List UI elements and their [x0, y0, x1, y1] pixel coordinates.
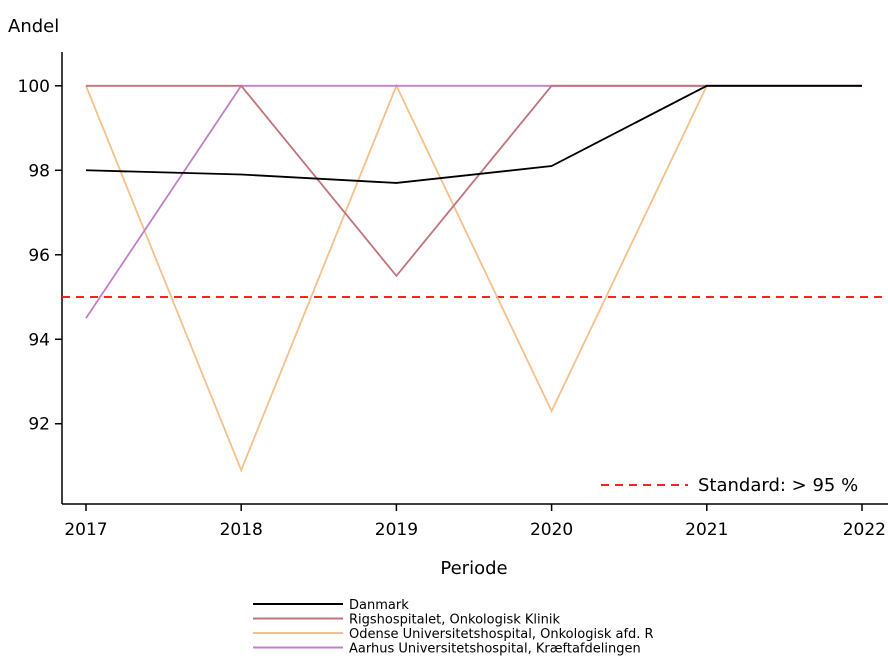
series-lines	[85, 83, 862, 473]
y-axis-ticks: 92 94 96 98 100	[18, 77, 62, 435]
x-axis-label: Periode	[440, 558, 507, 579]
x-tick-label: 2021	[685, 520, 728, 540]
x-tick-label: 2018	[220, 520, 263, 540]
series-line-0	[85, 84, 862, 184]
x-tick-label: 2019	[375, 520, 418, 540]
y-tick-label: 100	[18, 77, 50, 97]
y-tick-label: 98	[28, 161, 50, 181]
series-line-3	[85, 84, 862, 319]
y-tick-label: 96	[28, 246, 50, 266]
standard-legend-label: Standard: > 95 %	[698, 475, 858, 496]
x-axis-ticks: 2017 2018 2019 2020 2021 2022	[64, 504, 886, 540]
legend-label: Aarhus Universitetshospital, Kræftafdeli…	[349, 642, 641, 657]
y-tick-label: 94	[28, 330, 50, 350]
x-tick-label: 2020	[530, 520, 573, 540]
legend-label: Danmark	[349, 598, 409, 613]
y-axis-label: Andel	[8, 16, 59, 37]
x-tick-label: 2022	[843, 520, 886, 540]
x-tick-label: 2017	[64, 520, 107, 540]
y-tick-label: 92	[28, 415, 50, 435]
legend-label: Rigshospitalet, Onkologisk Klinik	[349, 613, 560, 628]
legend-label: Odense Universitetshospital, Onkologisk …	[349, 627, 654, 642]
